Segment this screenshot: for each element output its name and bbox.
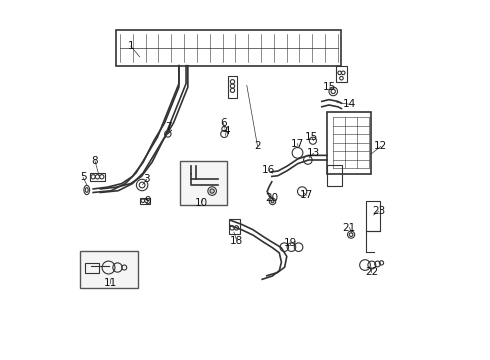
- Bar: [85, 263, 99, 273]
- Bar: [327, 165, 342, 186]
- Text: 16: 16: [262, 165, 275, 175]
- Bar: [228, 219, 240, 234]
- Text: 2: 2: [254, 141, 261, 151]
- Text: 7: 7: [166, 122, 172, 132]
- Bar: [336, 66, 347, 82]
- Text: 13: 13: [307, 148, 320, 158]
- Bar: [90, 173, 105, 181]
- Text: 9: 9: [145, 196, 151, 206]
- Text: 3: 3: [144, 174, 150, 184]
- Bar: [327, 112, 371, 174]
- Text: 12: 12: [374, 141, 388, 152]
- Bar: [228, 76, 237, 98]
- Text: 20: 20: [265, 193, 278, 203]
- Bar: [140, 198, 149, 204]
- Bar: [366, 202, 380, 231]
- Text: 15: 15: [305, 132, 318, 143]
- Text: 8: 8: [92, 156, 98, 166]
- Text: 21: 21: [343, 222, 356, 233]
- Circle shape: [271, 200, 274, 203]
- Text: 6: 6: [220, 118, 227, 128]
- Text: 17: 17: [291, 139, 304, 149]
- Text: 17: 17: [300, 190, 313, 201]
- Text: 18: 18: [230, 236, 244, 246]
- Circle shape: [210, 189, 214, 193]
- FancyBboxPatch shape: [180, 161, 227, 205]
- Text: 22: 22: [365, 267, 378, 277]
- Text: 1: 1: [127, 41, 134, 51]
- Text: 4: 4: [223, 126, 230, 136]
- FancyBboxPatch shape: [80, 251, 138, 288]
- Text: 19: 19: [284, 238, 297, 248]
- Text: 15: 15: [323, 82, 336, 92]
- Text: 11: 11: [103, 278, 117, 288]
- Bar: [117, 30, 342, 66]
- Text: 14: 14: [343, 99, 356, 109]
- Text: 23: 23: [372, 206, 385, 216]
- Text: 10: 10: [195, 198, 208, 207]
- Text: 5: 5: [80, 172, 87, 183]
